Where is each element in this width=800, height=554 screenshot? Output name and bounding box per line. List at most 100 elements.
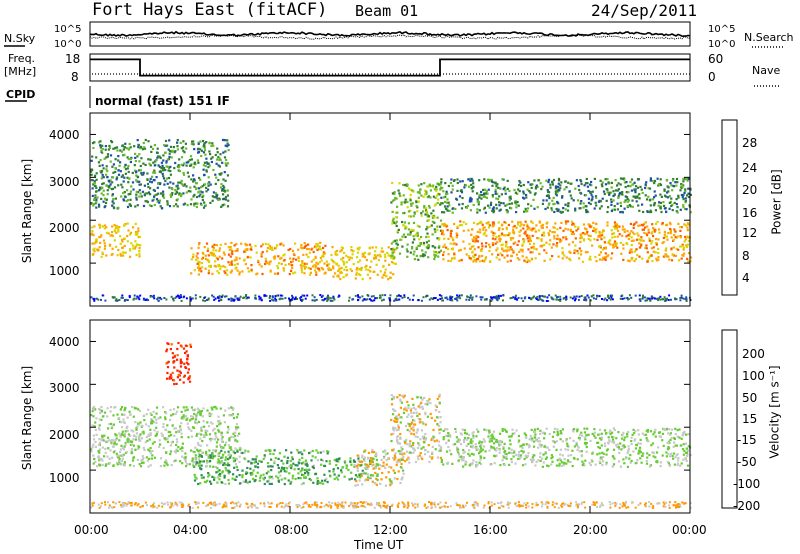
power-near-range-cell (304, 297, 307, 300)
power-near-range-cell (514, 294, 517, 297)
velocity-near-range-cell (224, 505, 227, 508)
velocity-near-range-cell (663, 503, 666, 505)
power-near-range-cell (219, 299, 222, 302)
velocity-near-range-cell (546, 506, 549, 509)
velocity-near-range-cell (222, 505, 225, 508)
power-near-range-cell (537, 299, 540, 301)
power-near-range-cell (557, 298, 560, 301)
power-near-range-cell (656, 297, 659, 300)
power-near-range-cell (361, 299, 364, 302)
velocity-ylabel: Slant Range [km] (20, 365, 35, 471)
velocity-near-range-cell (514, 502, 517, 505)
power-near-range-cell (480, 298, 483, 301)
power-near-range-cell (291, 294, 293, 297)
velocity-near-range-cell (535, 504, 538, 507)
velocity-near-range-cell (239, 503, 242, 506)
xtick-1200: 12:00 (373, 523, 408, 537)
power-near-range-cell (399, 295, 402, 298)
velocity-near-range-cell (104, 503, 107, 506)
velocity-near-range-cell (634, 506, 637, 509)
velocity-near-range-cell (563, 504, 566, 507)
power-near-range-cell (641, 297, 644, 300)
power-near-range-cell (225, 295, 228, 298)
noise-tick-left-bottom: 10^0 (54, 39, 82, 50)
velocity-near-range-cell (681, 501, 684, 504)
velocity-near-range-cell (144, 501, 147, 504)
velocity-near-range-cell (490, 501, 493, 504)
power-near-range-cell (524, 296, 527, 299)
nsky-label: N.Sky (4, 32, 36, 45)
power-near-range-cell (586, 294, 589, 297)
velocity-near-range-cell (517, 501, 520, 504)
velocity-near-range-cell (202, 501, 205, 504)
power-near-range-cell (509, 297, 512, 300)
power-near-range-cell (211, 294, 214, 297)
velocity-near-range-cell (375, 503, 378, 506)
velocity-near-range-cell (276, 503, 279, 506)
power-near-range-cell (202, 299, 204, 302)
velocity-near-range-cell (178, 501, 181, 504)
power-near-range-cell (104, 299, 107, 302)
power-near-range-cell (238, 298, 241, 301)
power-near-range-cell (444, 296, 447, 299)
velocity-near-range-cell (541, 505, 543, 508)
velocity-near-range-cell (167, 503, 170, 506)
velocity-near-range-cell (625, 506, 628, 509)
power-near-range-cell (546, 296, 549, 299)
power-near-range-cell (523, 297, 526, 300)
power-near-range-cell (246, 296, 249, 299)
power-near-range-cell (458, 294, 461, 297)
velocity-near-range-cell (225, 505, 228, 508)
velocity-near-range-cell (370, 503, 373, 506)
velocity-near-range-cell (121, 504, 124, 507)
velocity-near-range-cell (297, 503, 300, 506)
xtick-1600: 16:00 (473, 523, 508, 537)
velocity-near-range-cell (342, 505, 345, 508)
power-near-range-cell (611, 294, 614, 297)
velocity-near-range-cell (592, 503, 595, 506)
power-feature-4 (390, 181, 443, 261)
power-near-range-cell (348, 296, 351, 299)
velocity-near-range-cell (464, 504, 467, 507)
power-near-range-cell (592, 294, 595, 297)
xaxis-label: Time UT (354, 538, 404, 552)
velocity-near-range-cell (263, 505, 266, 508)
velocity-near-range-cell (339, 503, 342, 506)
velocity-near-range-cell (544, 503, 547, 506)
velocity-near-range-cell (376, 501, 378, 504)
velocity-near-range-cell (90, 506, 93, 509)
power-near-range-cell (430, 297, 433, 300)
power-near-range-cell (189, 298, 192, 301)
velocity-near-range-cell (547, 502, 550, 505)
power-near-range-cell (93, 299, 96, 302)
power-near-range-cell (183, 295, 186, 298)
power-near-range-cell (326, 299, 329, 302)
power-near-range-cell (371, 299, 374, 302)
power-near-range-cell (627, 298, 630, 301)
velocity-near-range-cell (568, 505, 571, 508)
power-near-range-cell (100, 298, 102, 301)
power-near-range-cell (446, 298, 449, 301)
power-near-range-cell (589, 299, 592, 302)
velocity-ytick-1000: 1000 (49, 471, 80, 485)
power-near-range-cell (157, 299, 160, 302)
velocity-near-range-cell (650, 502, 653, 505)
power-near-range-cell (279, 294, 282, 297)
power-near-range-cell (239, 295, 242, 298)
velocity-near-range-cell (423, 504, 426, 507)
velocity-near-range-cell (402, 502, 405, 505)
velocity-near-range-cell (689, 502, 692, 505)
power-near-range-cell (555, 298, 558, 301)
power-cbar-tick-20: 20 (742, 183, 758, 197)
velocity-near-range-cell (462, 505, 464, 508)
velocity-near-range-cell (364, 506, 367, 509)
power-near-range-cell (502, 299, 504, 302)
velocity-near-range-cell (676, 505, 679, 508)
velocity-near-range-cell (129, 501, 132, 504)
velocity-near-range-cell (218, 502, 221, 505)
power-near-range-cell (465, 298, 468, 301)
velocity-near-range-cell (120, 505, 123, 508)
power-near-range-cell (659, 298, 662, 301)
power-near-range-cell (455, 297, 457, 300)
velocity-near-range-cell (166, 501, 169, 504)
